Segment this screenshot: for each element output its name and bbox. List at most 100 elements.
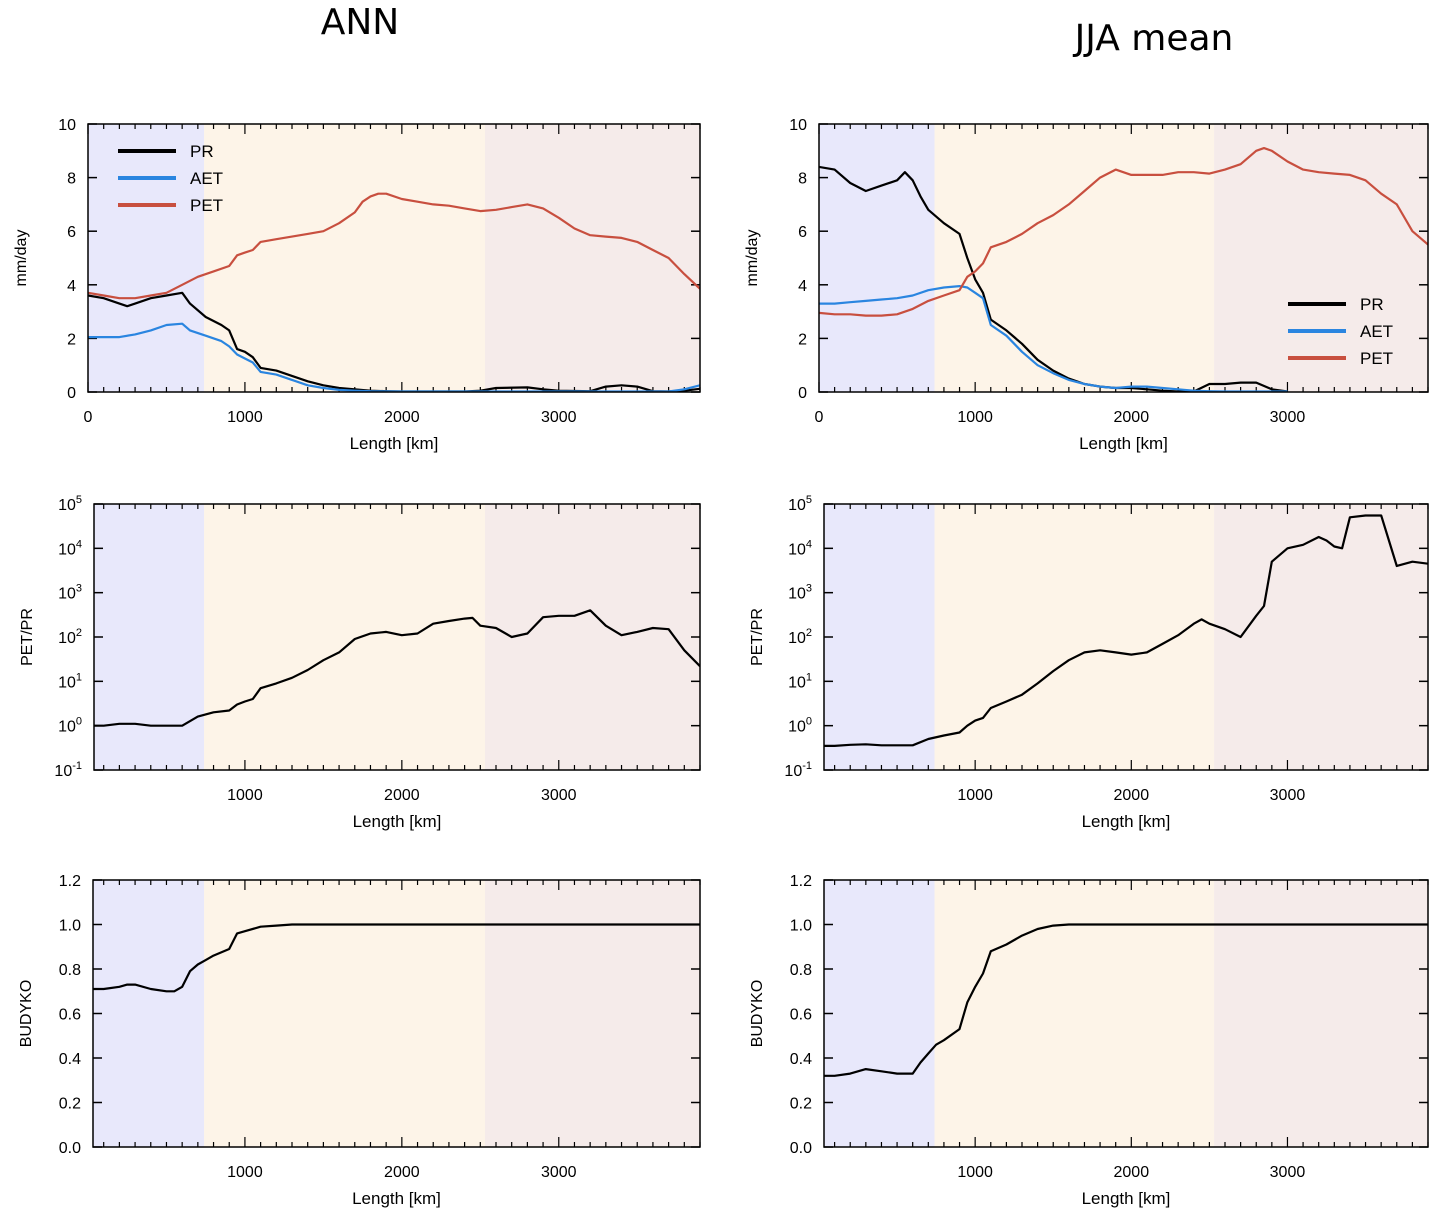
series-line-pr — [819, 165, 1288, 392]
y-tick-label: 0.2 — [59, 1096, 81, 1113]
region-band-3 — [1214, 124, 1428, 392]
x-tick-label: 2000 — [1114, 409, 1150, 426]
legend: PR AET PET — [118, 142, 223, 215]
y-tick-label: 0.0 — [59, 1140, 81, 1157]
y-tick-label: 0.2 — [790, 1096, 812, 1113]
y-tick-label: 102 — [58, 627, 82, 647]
x-axis-label: Length [km] — [350, 434, 439, 453]
x-tick-label: 2000 — [384, 409, 420, 426]
x-axis-label: Length [km] — [1082, 812, 1171, 831]
x-tick-label: 2000 — [1114, 1164, 1150, 1181]
y-tick-label: 101 — [58, 671, 82, 691]
y-tick-label: 6 — [67, 224, 76, 241]
region-band-1 — [824, 880, 935, 1147]
y-tick-label: 0.6 — [59, 1007, 81, 1024]
y-tick-label: 0.4 — [59, 1051, 81, 1068]
x-tick-label: 3000 — [1270, 787, 1306, 804]
region-band-2 — [204, 880, 486, 1147]
panel-ANN-middle: 10-1 100 101 102 103 104 105 1000 2000 3000 Length… — [19, 494, 701, 831]
region-band-3 — [1214, 504, 1428, 770]
y-tick-label: 4 — [67, 278, 76, 295]
panel-JJA-middle: 10-1 100 101 102 103 104 105 1000 2000 3000 Length… — [749, 494, 1429, 831]
y-tick-label: 100 — [788, 716, 812, 736]
y-tick-label: 103 — [58, 583, 82, 603]
series-line — [93, 923, 700, 993]
legend: PR AET PET — [1288, 295, 1393, 368]
x-tick-label: 0 — [815, 409, 824, 426]
y-tick-label: 0.8 — [790, 962, 812, 979]
region-band-2 — [204, 124, 486, 392]
region-band-3 — [485, 880, 700, 1147]
y-tick-label: 0 — [67, 385, 76, 402]
x-tick-label: 1000 — [227, 1164, 263, 1181]
plot-frame — [823, 503, 1429, 771]
legend-label-pr: PR — [1360, 295, 1384, 314]
series-line — [824, 923, 1428, 1077]
series-line-pr — [88, 291, 700, 392]
x-tick-label: 3000 — [1270, 409, 1306, 426]
x-tick-label: 2000 — [384, 1164, 420, 1181]
region-band-1 — [819, 124, 935, 392]
series-line-pet — [88, 192, 700, 300]
y-tick-label: 104 — [58, 538, 82, 558]
y-tick-label: 104 — [788, 538, 812, 558]
region-band-1 — [93, 880, 205, 1147]
y-tick-label: 0.8 — [59, 962, 81, 979]
y-tick-label: 100 — [58, 716, 82, 736]
y-tick-label: 105 — [58, 494, 82, 514]
y-axis-label: PET/PR — [749, 608, 766, 666]
y-tick-label: 0.4 — [790, 1051, 812, 1068]
y-tick-label: 102 — [788, 627, 812, 647]
plot-frame — [87, 123, 701, 393]
x-axis-label: Length [km] — [1079, 434, 1168, 453]
region-band-2 — [204, 504, 486, 770]
y-tick-label: 105 — [788, 494, 812, 514]
x-tick-label: 1000 — [957, 787, 993, 804]
panel-ANN-top: 0 2 4 6 8 10 0 1000 2000 3000 Length [km] mm/day PR A… — [13, 117, 701, 453]
title-ann: ANN — [320, 2, 400, 43]
region-band-3 — [485, 504, 700, 770]
plot-frame — [818, 123, 1429, 393]
x-axis-label: Length [km] — [353, 812, 442, 831]
plot-frame — [823, 879, 1429, 1148]
y-tick-label: 8 — [798, 171, 807, 188]
y-tick-label: 1.2 — [59, 873, 81, 890]
series-line-aet — [819, 285, 1288, 392]
y-tick-label: 103 — [788, 583, 812, 603]
y-tick-label: 6 — [798, 224, 807, 241]
x-tick-label: 1000 — [957, 409, 993, 426]
y-tick-label: 10-1 — [784, 760, 812, 780]
region-band-3 — [1214, 880, 1428, 1147]
series-line — [824, 514, 1428, 748]
y-axis-label: PET/PR — [19, 608, 36, 666]
y-axis-label: mm/day — [13, 230, 30, 287]
region-band-2 — [934, 880, 1215, 1147]
legend-label-pet: PET — [190, 196, 223, 215]
y-tick-label: 101 — [788, 671, 812, 691]
x-tick-label: 2000 — [1114, 787, 1150, 804]
series-line — [94, 609, 700, 727]
x-tick-label: 1000 — [227, 787, 263, 804]
x-tick-label: 3000 — [1270, 1164, 1306, 1181]
series-line-pet — [819, 147, 1428, 317]
region-band-1 — [824, 504, 935, 770]
x-axis-label: Length [km] — [352, 1189, 441, 1208]
panel-JJA-top: 0 2 4 6 8 10 0 1000 2000 3000 Length [km] mm/day PR A… — [744, 117, 1429, 453]
y-tick-label: 10 — [789, 117, 807, 134]
region-band-1 — [94, 504, 205, 770]
y-tick-label: 1.0 — [59, 918, 81, 935]
y-axis-label: BUDYKO — [749, 980, 766, 1048]
x-tick-label: 3000 — [541, 1164, 577, 1181]
legend-label-pr: PR — [190, 142, 214, 161]
panel-ANN-bottom: 0.0 0.2 0.4 0.6 0.8 1.0 1.2 1000 2000 3000 Length … — [18, 873, 701, 1208]
title-jja-mean: JJA mean — [1074, 18, 1234, 59]
region-band-2 — [934, 124, 1215, 392]
x-tick-label: 3000 — [541, 409, 577, 426]
legend-label-pet: PET — [1360, 349, 1393, 368]
y-tick-label: 0 — [798, 385, 807, 402]
x-tick-label: 3000 — [541, 787, 577, 804]
region-band-2 — [934, 504, 1215, 770]
y-tick-label: 1.0 — [790, 918, 812, 935]
y-tick-label: 10-1 — [54, 760, 82, 780]
